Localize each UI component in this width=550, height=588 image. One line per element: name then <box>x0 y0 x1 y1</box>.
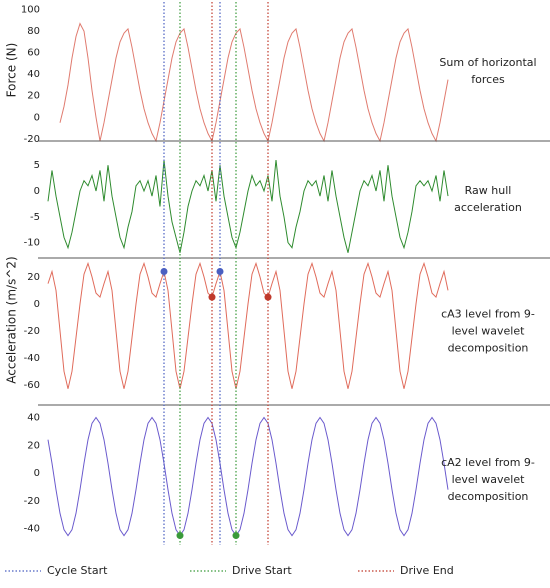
y-tick-label: 0 <box>34 112 40 123</box>
panel-label: cA2 level from 9- <box>441 456 535 469</box>
event-point <box>216 267 224 275</box>
panel-label: level wavelet <box>452 325 525 338</box>
y-tick-label: 40 <box>27 69 40 80</box>
y-tick-label: 100 <box>21 5 40 16</box>
y-tick-label: 80 <box>27 26 40 37</box>
legend-label: Drive Start <box>232 564 292 577</box>
y-tick-label: -20 <box>24 134 40 145</box>
y-tick-label: 60 <box>27 48 40 59</box>
signal-line <box>59 22 449 143</box>
y-tick-label: 20 <box>27 272 40 283</box>
panel-label: Raw hull <box>465 184 512 197</box>
y-tick-label: 20 <box>27 440 40 451</box>
event-point <box>160 267 168 275</box>
panel-label: Sum of horizontal <box>439 56 536 69</box>
y-tick-label: 0 <box>34 186 40 197</box>
y-tick-label: 20 <box>27 91 40 102</box>
y-tick-label: 0 <box>34 299 40 310</box>
signal-line <box>47 416 449 537</box>
event-point <box>208 293 216 301</box>
y-axis-label: Acceleration (m/s^2) <box>5 256 19 383</box>
event-point <box>264 293 272 301</box>
legend-label: Drive End <box>400 564 454 577</box>
y-tick-label: -5 <box>30 212 40 223</box>
y-tick-label: -20 <box>24 326 40 337</box>
panel-label: level wavelet <box>452 473 525 486</box>
signal-line <box>47 261 449 389</box>
panel-label: decomposition <box>448 490 529 503</box>
panel-label: forces <box>471 73 505 86</box>
y-tick-label: 5 <box>34 160 40 171</box>
panel-label: acceleration <box>454 201 522 214</box>
y-tick-label: -40 <box>24 353 40 364</box>
event-point <box>176 532 184 540</box>
y-tick-label: -40 <box>24 524 40 535</box>
y-tick-label: -20 <box>24 496 40 507</box>
signal-line <box>47 160 449 253</box>
y-tick-label: 0 <box>34 468 40 479</box>
y-axis-label: Force (N) <box>5 43 19 98</box>
y-tick-label: -60 <box>24 380 40 391</box>
panel-label: cA3 level from 9- <box>441 308 535 321</box>
panel-label: decomposition <box>448 342 529 355</box>
event-point <box>232 532 240 540</box>
y-tick-label: 40 <box>27 413 40 424</box>
y-tick-label: -10 <box>24 238 40 249</box>
legend-label: Cycle Start <box>47 564 108 577</box>
